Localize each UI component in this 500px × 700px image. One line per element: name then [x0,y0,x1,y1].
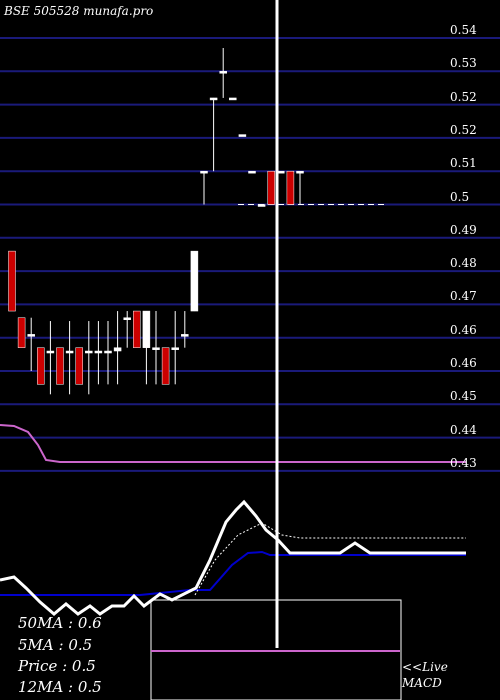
candle-body [37,347,45,385]
candle-body [133,310,141,348]
candle-body [8,250,16,312]
y-tick-label: 0.46 [450,356,477,370]
macd-line [0,499,466,616]
candle-body [190,250,199,312]
candle-body [286,170,295,205]
y-tick-label: 0.52 [450,89,477,104]
y-tick-label: 0.43 [450,455,477,470]
y-tick-label: 0.51 [450,156,477,171]
candle-body [248,170,256,174]
candle-body [56,347,64,385]
candle-body [219,71,227,74]
candle-body [46,350,55,354]
stat-50ma: 50MA : 0.6 [18,614,102,632]
candle-body [75,347,83,385]
macd-panel [0,499,466,700]
candle-body [171,347,179,350]
macd-live-label: <<Live [402,660,448,674]
candle-body [200,170,208,174]
candle-body [113,347,122,352]
candles [8,47,304,395]
y-tick-label: 0.46 [450,322,477,337]
candle-body [94,350,103,354]
stat-5ma: 5MA : 0.5 [18,636,93,654]
macd-signal-line [0,550,466,596]
y-tick-label: 0.52 [450,122,477,137]
y-tick-label: 0.5 [450,189,470,204]
candle-body [161,347,170,385]
y-tick-label: 0.54 [450,23,477,37]
y-tick-label: 0.45 [450,389,477,404]
y-tick-label: 0.44 [450,422,477,437]
gridlines [0,37,500,472]
ma-polyline [0,424,466,463]
y-tick-label: 0.53 [450,56,477,71]
y-tick-label: 0.49 [450,222,477,237]
y-tick-label: 0.47 [450,289,477,304]
candle-body [257,204,266,207]
candle-body [65,350,74,354]
candle-body [181,334,189,337]
stat-price: Price : 0.5 [18,657,96,675]
candle-body [229,97,237,101]
candle-body [17,317,26,348]
moving-average-line [0,424,466,463]
y-tick-label: 0.48 [450,256,477,271]
candle-body [85,350,93,354]
candle-body [142,310,151,348]
candle-body [123,317,131,320]
candle-body [296,170,304,174]
stat-12ma: 12MA : 0.5 [18,678,102,696]
candle-body [104,350,112,354]
candle-body [238,134,247,137]
candle-body [267,170,275,205]
chart-title: BSE 505528 munafa.pro [4,4,154,18]
candle-body [209,97,218,101]
macd-dotted-line [194,522,466,596]
macd-label: MACD [402,676,442,690]
candle-body [152,347,160,350]
candle-body [27,334,35,337]
